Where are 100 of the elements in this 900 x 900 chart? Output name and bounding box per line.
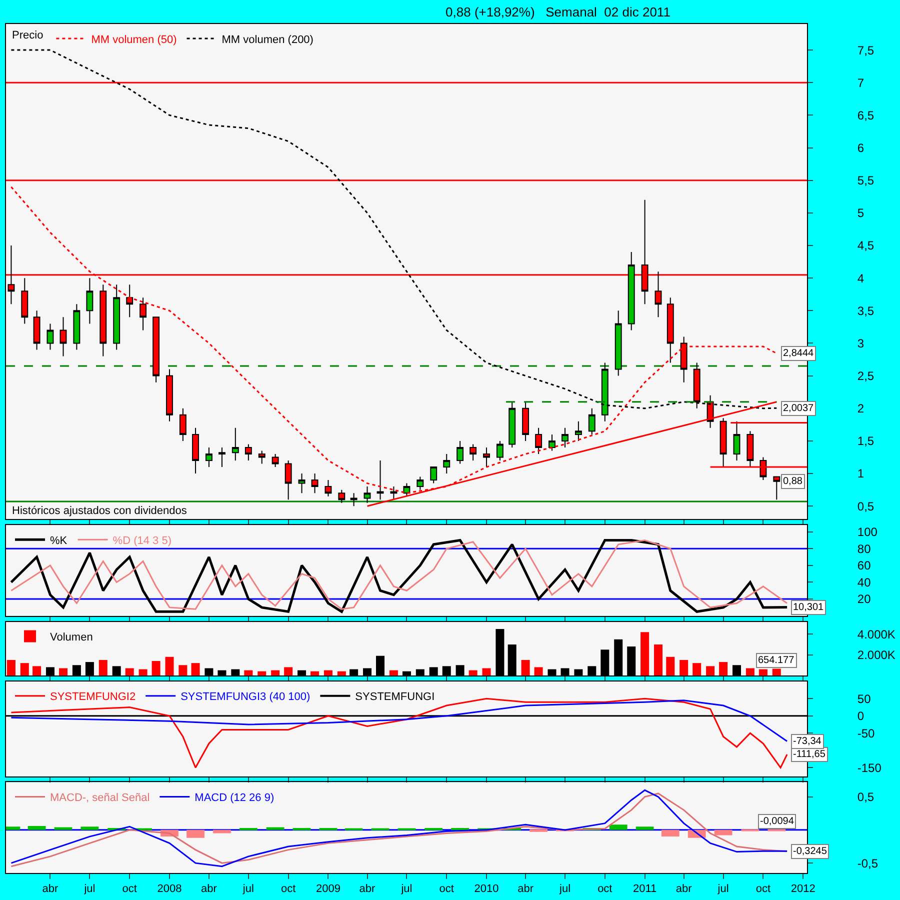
y-tick-label: 80 <box>857 542 872 556</box>
x-tick-label: oct <box>756 883 771 896</box>
candlestick <box>86 278 94 324</box>
x-tick-label: jul <box>83 883 96 896</box>
bar <box>468 670 478 676</box>
data-label: 2,8444 <box>783 348 814 359</box>
bar <box>152 661 160 676</box>
x-tick-label: abr <box>676 883 692 896</box>
x-tick-label: oct <box>280 883 296 896</box>
candlestick <box>21 278 28 324</box>
y-tick-label: 2.000K <box>857 648 896 662</box>
x-tick-label: 2008 <box>157 883 182 896</box>
candlestick <box>535 427 542 454</box>
candlestick <box>508 401 516 448</box>
bar <box>640 632 650 676</box>
y-tick-label: 60 <box>857 558 872 573</box>
candlestick <box>496 440 504 461</box>
candlestick <box>548 434 556 452</box>
candlestick <box>244 444 252 461</box>
bar <box>706 666 715 676</box>
candlestick <box>338 489 346 504</box>
y-tick-label: 2,5 <box>857 369 874 384</box>
bar <box>666 656 675 676</box>
bar <box>98 660 108 676</box>
data-label: 2,0037 <box>783 403 814 414</box>
legend-label: Volumen <box>50 632 93 644</box>
legend-title: Precio <box>12 29 44 42</box>
x-tick-label: abr <box>518 883 534 896</box>
bar <box>20 663 29 676</box>
x-tick-label: abr <box>42 883 59 896</box>
bar <box>125 668 134 676</box>
candlestick <box>218 446 226 468</box>
candlestick <box>574 420 582 442</box>
x-tick-label: oct <box>439 883 454 896</box>
bar <box>337 671 346 676</box>
candlestick <box>232 427 239 461</box>
candlestick <box>126 284 134 318</box>
y-tick-label: 50 <box>857 692 872 706</box>
y-tick-label: 6,5 <box>857 108 874 122</box>
candlestick <box>522 401 530 442</box>
legend-label: MACD-, señal Señal <box>50 792 150 804</box>
x-tick-label: jul <box>716 883 729 896</box>
x-tick-label: 2012 <box>790 883 816 896</box>
candlestick <box>350 492 358 507</box>
candlestick <box>733 420 740 461</box>
candlestick <box>666 297 674 364</box>
candlestick <box>152 316 160 383</box>
data-label: -0,0094 <box>760 816 794 827</box>
y-tick-label: 3 <box>857 336 864 350</box>
candlestick <box>73 304 80 350</box>
y-tick-label: 4 <box>857 271 864 286</box>
y-tick-label: 1 <box>857 466 864 481</box>
candlestick <box>614 310 622 376</box>
y-tick-label: 0,5 <box>857 790 874 804</box>
candlestick <box>100 284 107 357</box>
data-label: 654.177 <box>758 655 795 666</box>
y-tick-label: -0,5 <box>857 856 878 870</box>
bar <box>244 670 253 676</box>
candlestick <box>311 473 318 494</box>
text: 0,88 <box>783 476 802 487</box>
x-tick-label: abr <box>201 883 218 896</box>
legend-label: %K <box>50 534 68 547</box>
x-tick-label: 2011 <box>632 883 657 896</box>
y-tick-label: 2 <box>857 402 864 416</box>
x-tick-label: jul <box>242 883 254 896</box>
y-tick-label: 0 <box>857 709 864 724</box>
legend-label: MM volumen (200) <box>222 34 314 46</box>
candlestick <box>628 252 635 331</box>
candlestick <box>364 486 371 504</box>
x-tick-label: 2010 <box>474 883 499 896</box>
data-label: -73,34 <box>793 736 822 747</box>
bar <box>284 667 293 676</box>
legend-label: SYSTEMFUNGI2 <box>50 691 136 704</box>
y-tick-label: 5,5 <box>857 174 874 188</box>
bar <box>692 663 702 676</box>
bar <box>772 668 781 676</box>
y-tick-label: 40 <box>857 575 872 590</box>
bar <box>258 671 266 676</box>
bar <box>310 671 320 676</box>
bar <box>59 668 68 676</box>
candlestick <box>284 460 292 500</box>
candlestick <box>588 408 596 435</box>
candlestick <box>483 446 490 468</box>
candlestick <box>773 476 780 500</box>
bar <box>534 667 543 676</box>
bar <box>324 670 332 676</box>
legend-label: MM volumen (50) <box>91 34 177 46</box>
candlestick <box>470 444 477 461</box>
candlestick <box>430 466 438 484</box>
candlestick <box>179 408 186 442</box>
chart-title: 0,88 (+18,92%) Semanal 02 dic 2011 <box>446 4 670 20</box>
candlestick <box>324 480 332 497</box>
candlestick <box>416 476 424 490</box>
data-label: 10,301 <box>793 602 824 613</box>
y-tick-label: 0,5 <box>857 499 874 514</box>
y-tick-label: 7 <box>857 76 864 90</box>
y-tick-label: -150 <box>857 760 882 775</box>
bar <box>389 670 398 676</box>
x-tick-label: jul <box>558 883 571 896</box>
annotation: Históricos ajustados con dividendos <box>12 505 188 517</box>
